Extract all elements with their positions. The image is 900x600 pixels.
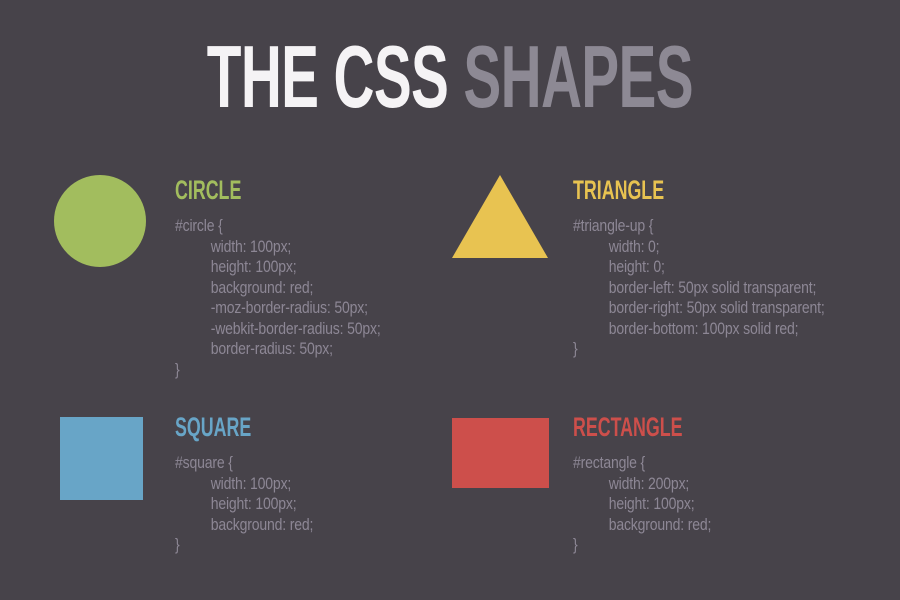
code-block-triangle: #triangle-up { width: 0; height: 0; border-… xyxy=(573,216,854,360)
section-heading-rectangle: RECTANGLE xyxy=(573,412,683,442)
code-line: height: 100px; xyxy=(210,258,297,276)
code-line: width: 0; xyxy=(608,237,660,256)
page-title: THE CSS SHAPES xyxy=(207,33,694,121)
code-block-square: #square { width: 100px; height: 100px; back… xyxy=(175,453,456,556)
code-line: -webkit-border-radius: 50px; xyxy=(210,319,381,338)
code-line: } xyxy=(573,536,578,554)
code-line: border-left: 50px solid transparent; xyxy=(608,278,817,297)
code-line: height: 0; xyxy=(608,258,665,276)
code-line: width: 200px; xyxy=(608,474,690,493)
title-shapes: SHAPES xyxy=(463,27,694,126)
triangle-shape xyxy=(452,175,548,258)
title-the-css: THE CSS xyxy=(206,27,449,126)
section-triangle: TRIANGLE #triangle-up { width: 0; height: … xyxy=(573,177,900,360)
square-shape xyxy=(60,417,143,500)
title-space xyxy=(448,27,463,126)
code-line: background: red; xyxy=(210,278,314,297)
code-line: } xyxy=(573,340,578,358)
code-line: width: 100px; xyxy=(210,474,292,493)
code-block-rectangle: #rectangle { width: 200px; height: 100px; b… xyxy=(573,453,854,556)
code-line: border-right: 50px solid transparent; xyxy=(608,299,825,317)
code-line: border-bottom: 100px solid red; xyxy=(608,319,799,338)
code-line: #triangle-up { xyxy=(573,217,654,235)
rectangle-shape xyxy=(452,418,549,488)
section-square: SQUARE #square { width: 100px; height: 100… xyxy=(175,414,505,556)
code-line: } xyxy=(175,536,180,554)
code-line: background: red; xyxy=(210,515,314,534)
code-line: background: red; xyxy=(608,515,712,534)
section-rectangle: RECTANGLE #rectangle { width: 200px; heigh… xyxy=(573,414,900,556)
circle-shape xyxy=(54,175,146,267)
code-line: #square { xyxy=(175,454,233,472)
section-heading-circle: CIRCLE xyxy=(175,175,242,205)
code-line: height: 100px; xyxy=(210,495,297,513)
section-circle: CIRCLE #circle { width: 100px; height: 100… xyxy=(175,177,505,380)
code-line: #rectangle { xyxy=(573,454,646,472)
code-line: border-radius: 50px; xyxy=(210,340,333,358)
code-line: -moz-border-radius: 50px; xyxy=(210,299,368,317)
section-heading-triangle: TRIANGLE xyxy=(573,175,665,205)
code-block-circle: #circle { width: 100px; height: 100px; back… xyxy=(175,216,456,380)
code-line: } xyxy=(175,360,180,379)
code-line: #circle { xyxy=(175,217,223,235)
section-heading-square: SQUARE xyxy=(175,412,252,442)
code-line: height: 100px; xyxy=(608,495,695,513)
code-line: width: 100px; xyxy=(210,237,292,256)
title-bar: THE CSS SHAPES xyxy=(0,33,900,121)
